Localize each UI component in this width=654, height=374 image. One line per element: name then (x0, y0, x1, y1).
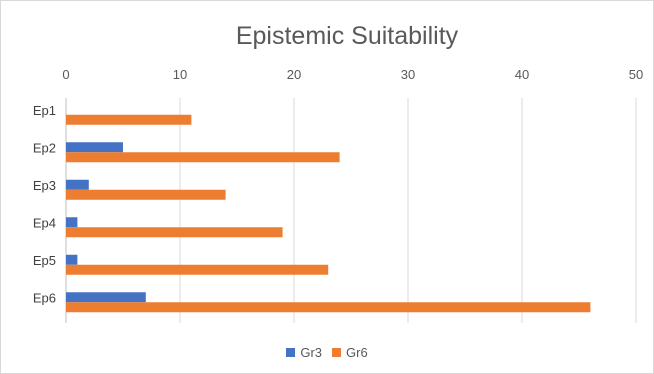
legend-item-gr6: Gr6 (332, 345, 368, 360)
bar-gr3-ep3 (66, 179, 89, 190)
bar-gr6-ep6 (66, 302, 591, 313)
category-label: Ep4 (33, 215, 56, 230)
legend-item-gr3: Gr3 (286, 345, 322, 360)
bar-gr3-ep5 (66, 254, 78, 265)
legend-swatch-gr6 (332, 348, 341, 357)
legend-label-gr6: Gr6 (346, 345, 368, 360)
category-label: Ep2 (33, 140, 56, 155)
category-label: Ep3 (33, 178, 56, 193)
legend-label-gr3: Gr3 (300, 345, 322, 360)
bar-gr6-ep3 (66, 189, 226, 200)
x-tick-label: 50 (629, 67, 643, 82)
bar-gr6-ep4 (66, 227, 283, 238)
bar-gr6-ep1 (66, 114, 192, 125)
x-tick-label: 0 (62, 67, 69, 82)
category-label: Ep5 (33, 253, 56, 268)
gridlines (65, 98, 637, 323)
x-tick-label: 10 (173, 67, 187, 82)
chart-title: Epistemic Suitability (235, 22, 459, 50)
bars (66, 114, 591, 313)
x-tick-label: 40 (515, 67, 529, 82)
bar-gr3-ep4 (66, 217, 78, 228)
category-labels: Ep1 Ep2 Ep3 Ep4 Ep5 Ep6 (33, 103, 56, 306)
legend: Gr3 Gr6 (0, 345, 654, 360)
category-label: Ep6 (33, 290, 56, 305)
category-label: Ep1 (33, 103, 56, 118)
bar-gr3-ep2 (66, 142, 123, 153)
bar-gr6-ep2 (66, 152, 340, 163)
x-tick-label: 30 (401, 67, 415, 82)
bar-gr3-ep6 (66, 292, 146, 303)
legend-swatch-gr3 (286, 348, 296, 357)
bar-gr6-ep5 (66, 264, 329, 275)
x-tick-labels: 0 10 20 30 40 50 (62, 67, 643, 82)
x-tick-label: 20 (287, 67, 301, 82)
